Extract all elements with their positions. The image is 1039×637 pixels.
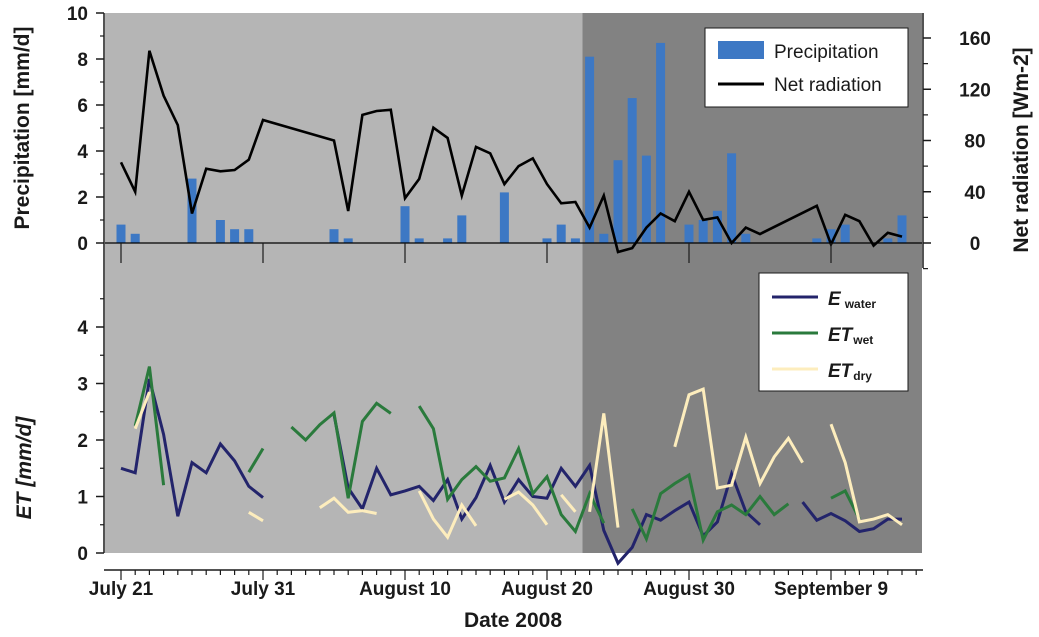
- etdry-line: [560, 493, 577, 513]
- legend-net-radiation-label: Net radiation: [774, 75, 882, 96]
- legend-etdry-label: ETdry: [828, 361, 872, 383]
- etdry-line: [248, 511, 264, 523]
- bottom-left-tick-label: 2: [77, 431, 88, 452]
- legend-etwet-label: ETwet: [828, 325, 873, 347]
- precipitation-bar: [116, 224, 126, 243]
- x-tick-label: August 30: [643, 579, 735, 600]
- x-tick-label: July 31: [231, 579, 296, 600]
- precipitation-bar: [499, 192, 509, 243]
- legend-ewater-sub: water: [844, 297, 877, 311]
- precipitation-bar: [570, 238, 580, 243]
- precipitation-bar: [556, 224, 566, 243]
- etdry-line: [417, 490, 478, 541]
- legend-precipitation-swatch: [718, 41, 764, 59]
- etdry-line: [829, 423, 903, 527]
- top-right-tick-label: 120: [959, 80, 991, 101]
- precipitation-bar: [613, 160, 623, 243]
- precipitation-bar: [712, 210, 722, 243]
- bottom-left-tick-label: 3: [77, 375, 88, 396]
- x-tick-label: September 9: [774, 579, 888, 600]
- top-panel: [105, 42, 922, 254]
- precipitation-bar: [812, 238, 822, 243]
- x-tick-label: August 20: [501, 579, 593, 600]
- precipitation-bar: [599, 233, 609, 243]
- etdry-line: [673, 386, 804, 490]
- legend-ewater-main: E: [828, 289, 842, 310]
- bottom-left-tick-label: 1: [77, 488, 88, 509]
- precipitation-bar: [883, 238, 893, 243]
- precipitation-bar: [400, 206, 410, 243]
- precipitation-bar: [215, 220, 225, 243]
- legend-etdry-main: ET: [828, 361, 854, 382]
- top-left-tick-label: 8: [77, 50, 88, 71]
- precipitation-bar: [244, 229, 254, 243]
- top-left-tick-label: 6: [77, 96, 88, 117]
- top-left-axis-label: Precipitation [mm/d]: [11, 26, 34, 229]
- etwet-line: [830, 488, 861, 520]
- precipitation-bar: [343, 238, 353, 243]
- top-right-tick-label: 160: [959, 29, 991, 50]
- precipitation-bar: [826, 229, 836, 243]
- axes: 0 2 4 6 8 10 0 40 80 120 160 0 1 2 3 4 July 21 July 31 Aug…: [67, 4, 991, 600]
- bottom-panel: [120, 366, 903, 566]
- bottom-left-tick-label: 4: [77, 318, 88, 339]
- top-right-tick-label: 80: [964, 132, 985, 153]
- precipitation-bar: [443, 238, 453, 243]
- top-right-tick-label: 40: [964, 183, 985, 204]
- precipitation-bar: [627, 98, 637, 243]
- precipitation-bar: [542, 238, 552, 243]
- precipitation-bar: [641, 155, 651, 243]
- etwet-line: [417, 405, 606, 535]
- legend-precipitation-label: Precipitation: [774, 42, 879, 63]
- bottom-left-tick-label: 0: [77, 544, 88, 565]
- precipitation-bar: [656, 42, 666, 244]
- precipitation-bar: [897, 215, 907, 243]
- etdry-line: [318, 496, 377, 515]
- top-left-tick-label: 0: [77, 234, 88, 255]
- bottom-y-axis-label: ET [mm/d]: [13, 416, 36, 520]
- net-radiation-line: [119, 50, 903, 254]
- precipitation-bar: [585, 56, 595, 244]
- etdry-line: [588, 413, 620, 528]
- precipitation-bar: [457, 215, 467, 243]
- top-right-axis-label: Net radiation [Wm-2]: [1010, 47, 1033, 252]
- etwet-line: [290, 401, 392, 499]
- etdry-line: [133, 391, 151, 430]
- ewater-line: [332, 414, 762, 566]
- precipitation-bar: [230, 229, 240, 243]
- etwet-line: [630, 472, 790, 545]
- ewater-line: [120, 378, 264, 517]
- etwet-line: [133, 366, 166, 486]
- legend-etwet-sub: wet: [852, 333, 873, 347]
- precipitation-bar: [684, 224, 694, 243]
- x-tick-label: August 10: [359, 579, 451, 600]
- legend-etdry-sub: dry: [853, 369, 872, 383]
- ewater-line: [801, 501, 902, 534]
- etdry-line: [503, 490, 549, 526]
- top-right-tick-label: 0: [970, 234, 981, 255]
- x-tick-label: July 21: [89, 579, 154, 600]
- precipitation-bar: [698, 220, 708, 243]
- top-left-tick-label: 10: [67, 4, 88, 25]
- precipitation-bar: [329, 229, 339, 243]
- precipitation-bar: [840, 224, 850, 243]
- etwet-line: [247, 447, 265, 473]
- precipitation-bar: [741, 233, 751, 243]
- x-axis-label: Date 2008: [464, 609, 562, 632]
- top-legend: Precipitation Net radiation: [704, 27, 909, 108]
- legend-etwet-main: ET: [828, 325, 854, 346]
- precipitation-bar: [130, 233, 140, 243]
- top-left-tick-label: 2: [77, 188, 88, 209]
- precipitation-bar: [727, 153, 737, 243]
- top-left-tick-label: 4: [77, 142, 88, 163]
- precipitation-bar: [414, 238, 424, 243]
